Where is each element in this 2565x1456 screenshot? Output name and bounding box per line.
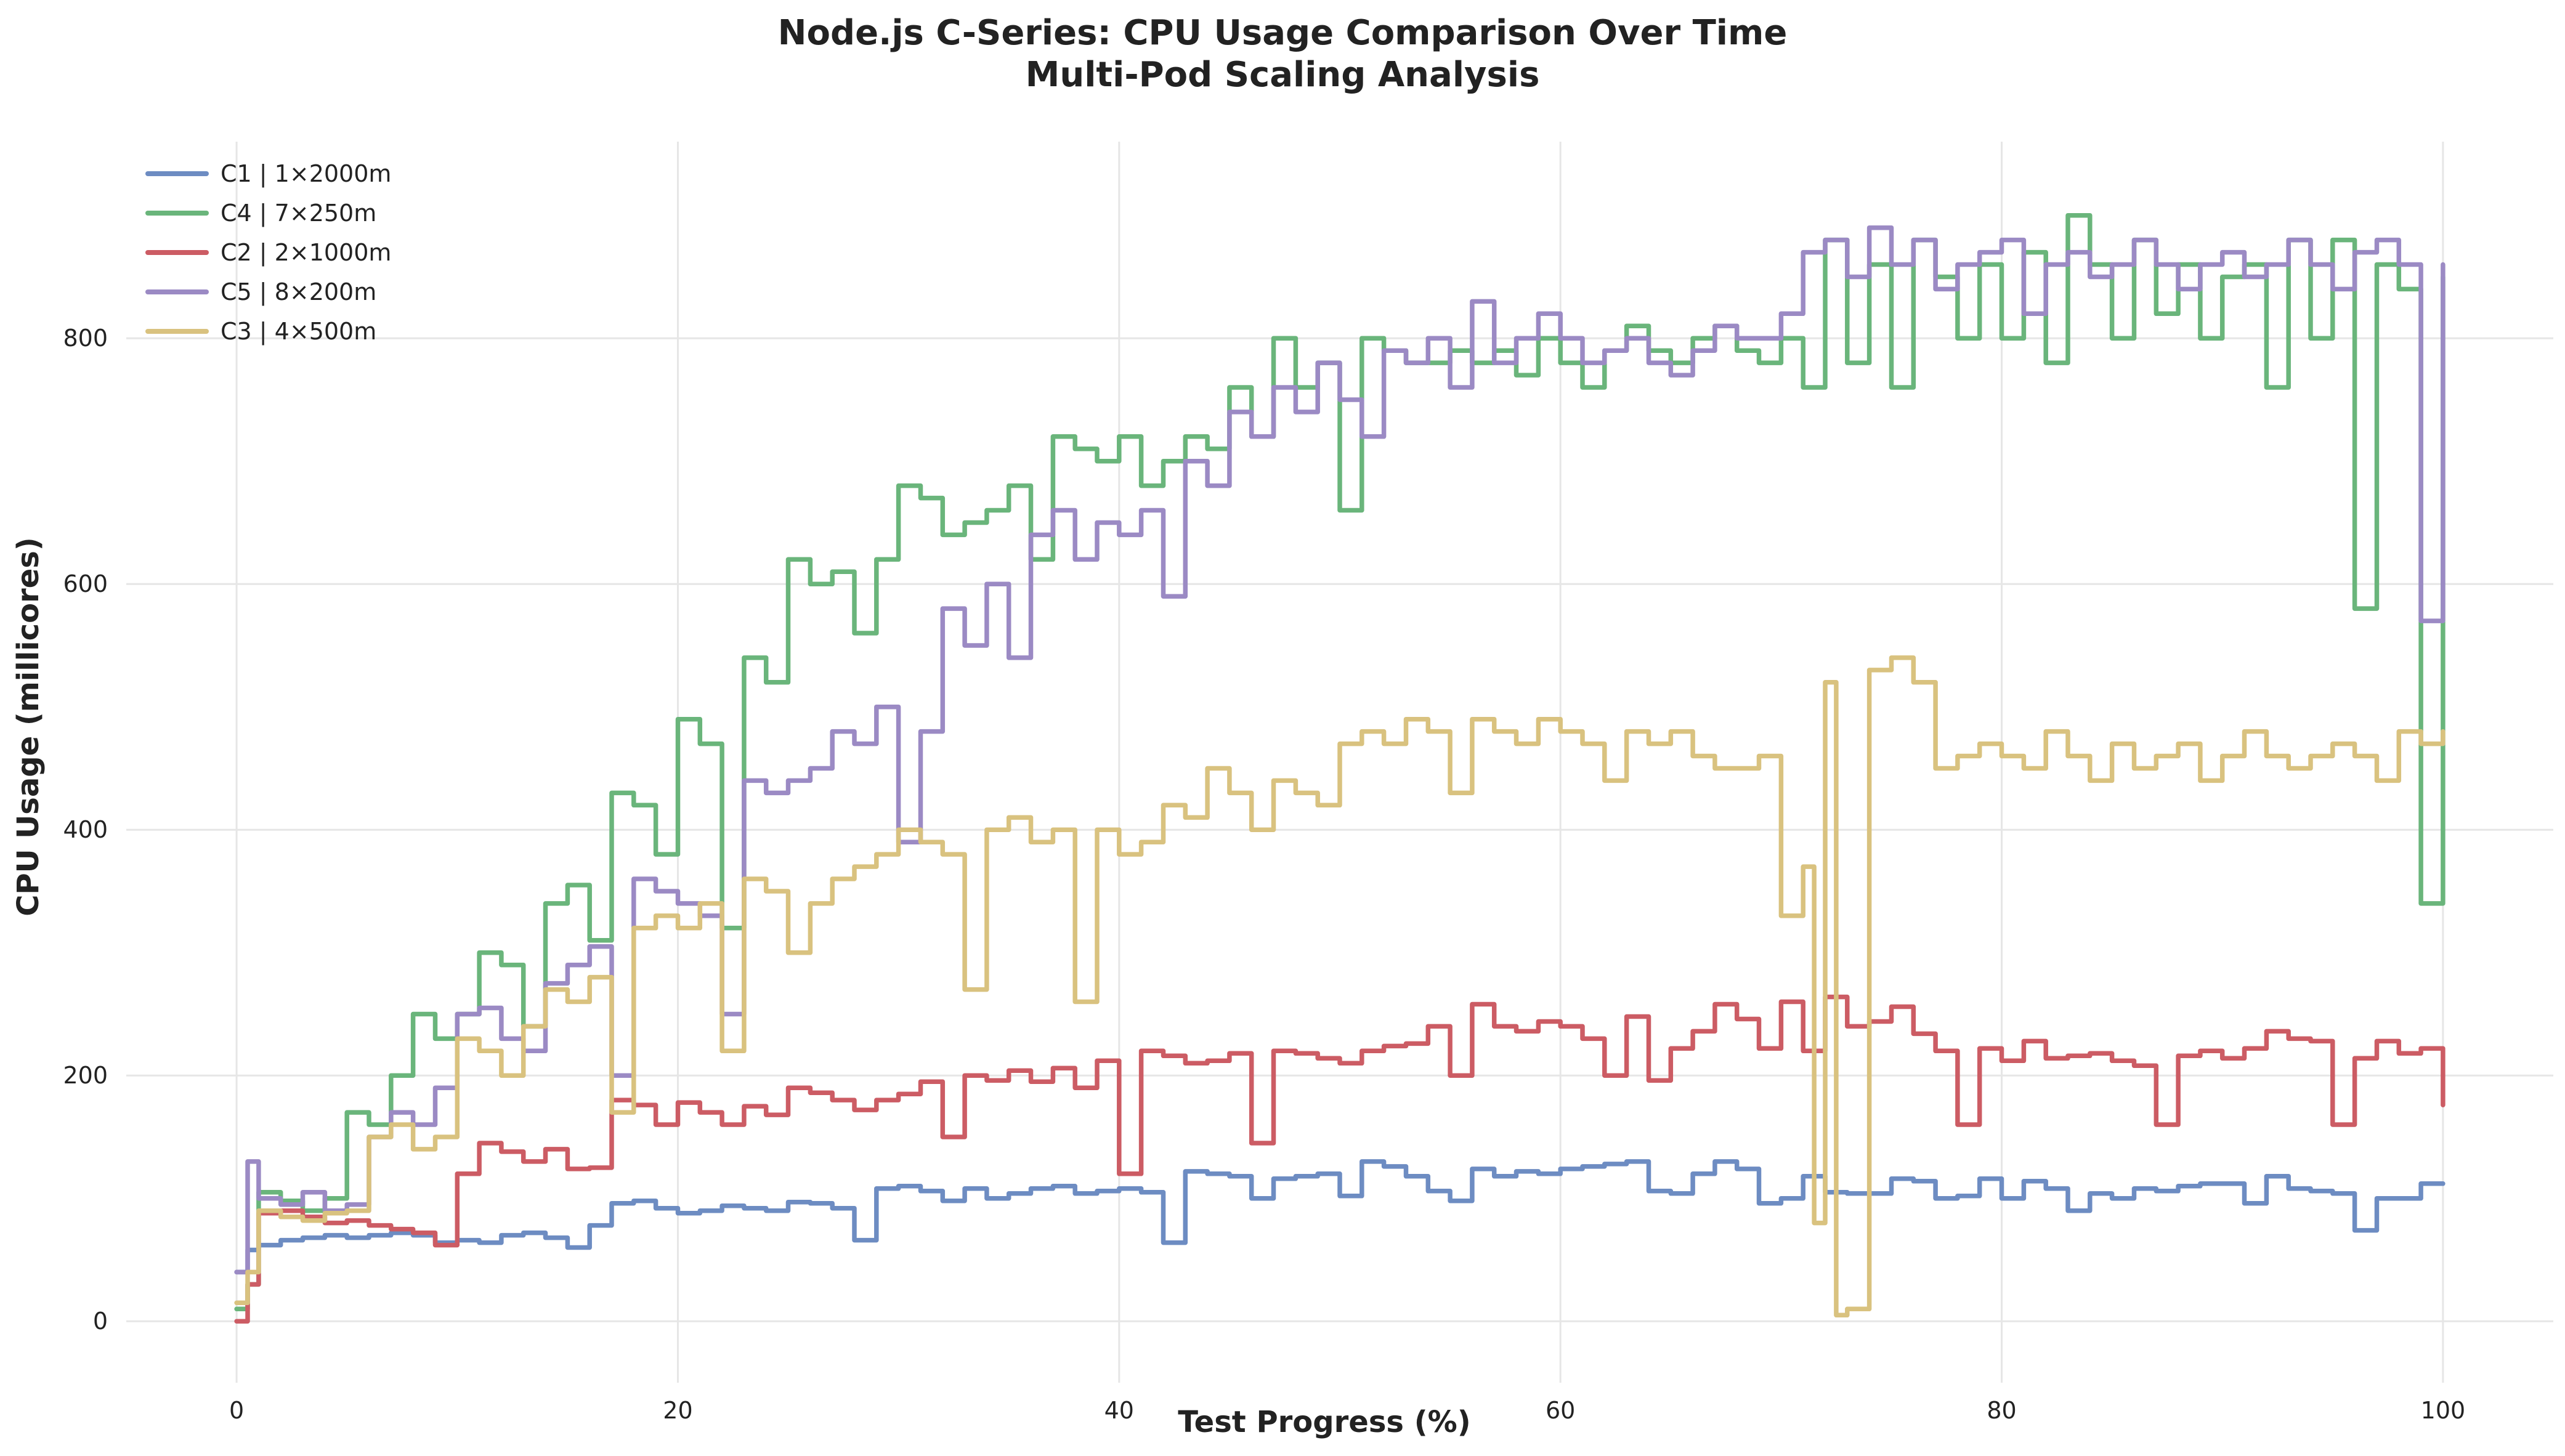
y-axis-label: CPU Usage (millicores) (11, 537, 46, 916)
legend-entry: C3 | 4×500m (221, 318, 376, 346)
legend-entry: C1 | 1×2000m (221, 160, 391, 188)
y-tick-label: 600 (63, 570, 108, 597)
x-tick-label: 80 (1987, 1397, 2016, 1424)
legend: C1 | 1×2000m C4 | 7×250m C2 | 2×1000m C5 | … (145, 160, 391, 346)
legend-entry: C5 | 8×200m (221, 278, 376, 306)
series-line-5 (234, 655, 2445, 1318)
y-tick-label: 800 (63, 325, 108, 352)
x-tick-label: 20 (663, 1397, 692, 1424)
series-line-4 (234, 225, 2445, 1275)
chart-title: Node.js C-Series: CPU Usage Comparison O… (778, 13, 1788, 53)
y-tick-label: 400 (63, 816, 108, 843)
x-tick-label: 60 (1546, 1397, 1575, 1424)
series-lines (234, 212, 2445, 1324)
legend-entry: C4 | 7×250m (221, 200, 376, 227)
x-tick-label: 100 (2421, 1397, 2466, 1424)
tick-labels: 0 20 40 60 80 100 0 200 400 600 800 (63, 325, 2465, 1424)
chart-subtitle: Multi-Pod Scaling Analysis (1026, 55, 1540, 95)
series-line-1 (234, 1159, 2445, 1275)
legend-entry: C2 | 2×1000m (221, 239, 391, 267)
series-line-3 (234, 994, 2445, 1324)
y-tick-label: 200 (63, 1062, 108, 1089)
y-tick-label: 0 (93, 1308, 108, 1335)
x-tick-label: 40 (1104, 1397, 1134, 1424)
x-axis-label: Test Progress (%) (1178, 1405, 1470, 1439)
x-tick-label: 0 (229, 1397, 244, 1424)
